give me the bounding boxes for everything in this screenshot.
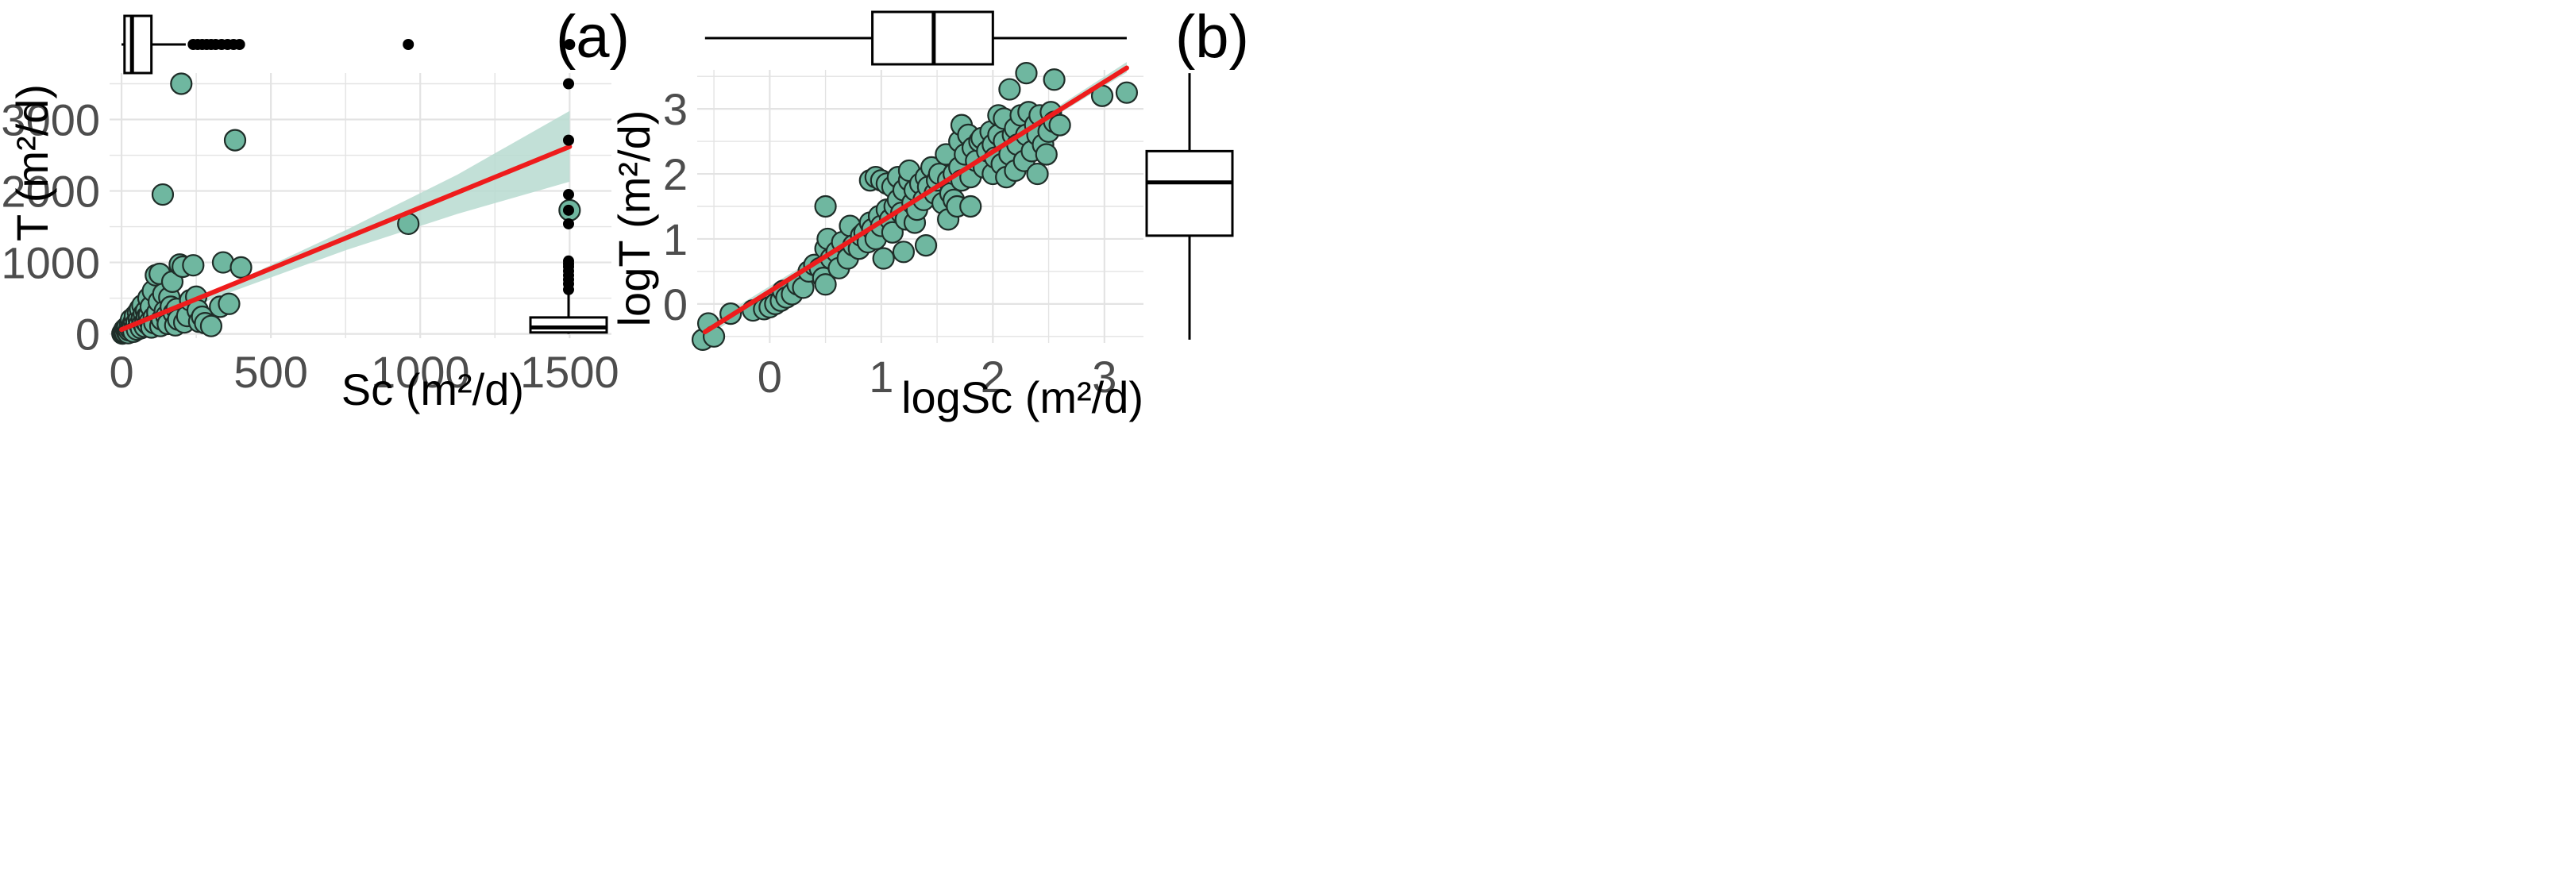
data-point: [814, 273, 837, 296]
right-boxplot-outlier: [563, 78, 574, 90]
data-point: [1043, 68, 1066, 91]
panel-label-a: (a): [556, 3, 630, 71]
data-point: [182, 254, 205, 277]
data-point: [959, 194, 982, 218]
x-tick-label: 1500: [520, 347, 619, 397]
y-axis-label: logT (m²/d): [609, 110, 659, 327]
y-tick-label: 3000: [1, 95, 100, 145]
data-point: [229, 256, 253, 279]
regression-line: [702, 65, 1129, 335]
data-point: [218, 292, 241, 315]
right-boxplot-outlier: [563, 218, 574, 229]
top-boxplot-outlier: [403, 39, 415, 50]
data-point: [881, 221, 904, 244]
right-boxplot-outlier: [563, 134, 574, 146]
data-point: [223, 129, 247, 152]
top-boxplot-box: [123, 14, 153, 75]
top-boxplot-outlier: [233, 39, 245, 50]
y-tick-label: 0: [75, 310, 100, 360]
regression-line: [119, 144, 573, 333]
data-point: [1115, 81, 1139, 104]
x-tick-label: 1000: [371, 347, 470, 397]
right-boxplot-outlier: [563, 189, 574, 201]
x-axis-label: logSc (m²/d): [901, 372, 1143, 422]
y-tick-label: 1000: [1, 238, 100, 288]
y-tick-label: 2000: [1, 167, 100, 217]
data-point: [1015, 61, 1038, 85]
panel-label-b: (b): [1175, 3, 1249, 71]
right-boxplot-outlier: [563, 255, 574, 267]
x-tick-label: 3: [1092, 352, 1116, 402]
y-tick-label: 0: [663, 279, 688, 329]
top-boxplot-outlier: [564, 39, 576, 50]
data-point: [872, 247, 895, 270]
data-point: [814, 194, 837, 218]
chart-panel-a: 0 500 1000 1500 0 1000 2000 3000 Sc (m²/d) T (m²/…: [1, 3, 629, 414]
data-point: [1035, 143, 1058, 166]
x-tick-label: 0: [758, 352, 782, 402]
data-point: [892, 241, 916, 264]
y-tick-label: 2: [663, 149, 688, 199]
y-tick-label: 1: [663, 214, 688, 264]
x-tick-label: 0: [109, 347, 133, 397]
x-axis-label: Sc (m²/d): [341, 364, 524, 414]
data-point: [151, 183, 175, 206]
y-tick-label: 3: [663, 84, 688, 134]
x-tick-label: 500: [233, 347, 307, 397]
data-point: [998, 78, 1021, 101]
x-tick-label: 1: [869, 352, 893, 402]
data-point: [1026, 162, 1049, 186]
right-boxplot-box: [529, 316, 608, 334]
right-boxplot-outlier: [563, 204, 574, 216]
y-axis-label: T (m²/d): [7, 84, 57, 241]
data-point: [1048, 114, 1071, 137]
data-point: [170, 72, 193, 95]
right-boxplot-box: [1145, 149, 1234, 237]
x-tick-label: 2: [981, 352, 1005, 402]
data-point: [914, 234, 938, 257]
data-point: [199, 314, 223, 337]
